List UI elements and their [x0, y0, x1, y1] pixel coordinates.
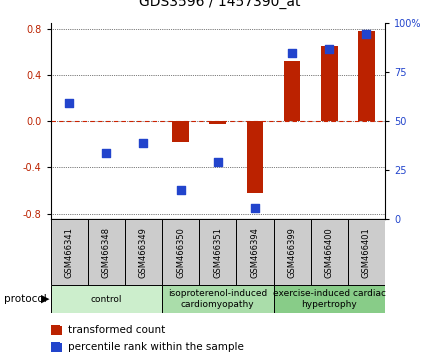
- Bar: [125, 219, 162, 285]
- Bar: [199, 219, 236, 285]
- Bar: [274, 219, 311, 285]
- Bar: [51, 342, 60, 352]
- Point: [289, 50, 296, 56]
- Text: GSM466351: GSM466351: [213, 227, 222, 278]
- Text: GSM466348: GSM466348: [102, 227, 111, 278]
- Text: isoproterenol-induced
cardiomyopathy: isoproterenol-induced cardiomyopathy: [168, 289, 268, 309]
- Bar: [88, 219, 125, 285]
- Bar: [51, 325, 60, 335]
- Text: exercise-induced cardiac
hypertrophy: exercise-induced cardiac hypertrophy: [273, 289, 386, 309]
- Text: percentile rank within the sample: percentile rank within the sample: [68, 342, 244, 352]
- Bar: [172, 121, 189, 142]
- Bar: [209, 121, 226, 124]
- Text: transformed count: transformed count: [68, 325, 165, 335]
- Bar: [162, 285, 274, 313]
- Point: [363, 32, 370, 37]
- Text: GDS3596 / 1457390_at: GDS3596 / 1457390_at: [139, 0, 301, 9]
- Text: ▶: ▶: [40, 294, 49, 304]
- Bar: [274, 285, 385, 313]
- Point: [140, 141, 147, 146]
- Point: [326, 46, 333, 52]
- Text: GSM466401: GSM466401: [362, 227, 371, 278]
- Bar: [236, 219, 274, 285]
- Bar: [162, 219, 199, 285]
- Point: [103, 150, 110, 155]
- Bar: [51, 219, 88, 285]
- Point: [177, 187, 184, 193]
- Text: control: control: [91, 295, 122, 304]
- Bar: [246, 121, 263, 193]
- Text: GSM466400: GSM466400: [325, 227, 334, 278]
- Text: GSM466349: GSM466349: [139, 227, 148, 278]
- Point: [214, 159, 221, 165]
- Bar: [51, 285, 162, 313]
- Bar: [321, 46, 337, 121]
- Bar: [284, 61, 301, 121]
- Bar: [348, 219, 385, 285]
- Text: GSM466350: GSM466350: [176, 227, 185, 278]
- Text: GSM466341: GSM466341: [65, 227, 73, 278]
- Point: [251, 205, 258, 211]
- Text: GSM466399: GSM466399: [288, 227, 297, 278]
- Point: [66, 100, 73, 105]
- Text: protocol: protocol: [4, 294, 47, 304]
- Bar: [311, 219, 348, 285]
- Text: GSM466394: GSM466394: [250, 227, 260, 278]
- Bar: [358, 31, 375, 121]
